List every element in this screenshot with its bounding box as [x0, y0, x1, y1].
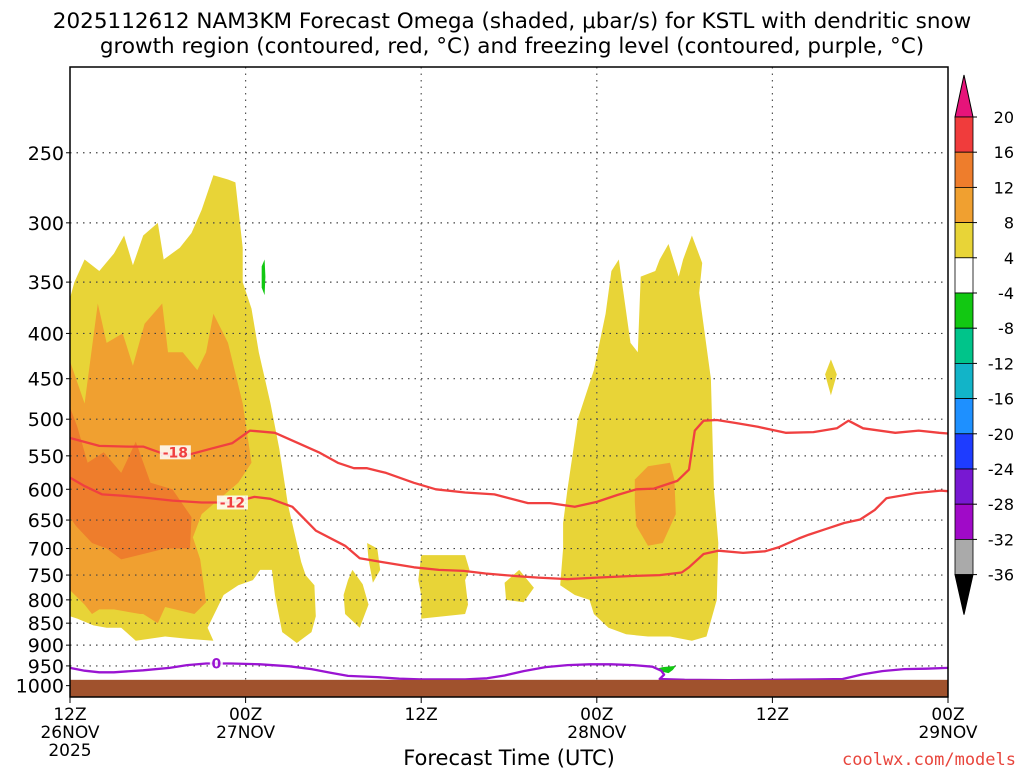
colorbar-label: 20	[994, 108, 1014, 127]
isotherm-label--18: -18	[163, 445, 188, 461]
date-label: 26NOV	[40, 723, 99, 743]
colorbar-label: -4	[998, 284, 1014, 303]
date-label: 29NOV	[918, 723, 977, 743]
colorbar-label: -28	[988, 495, 1014, 514]
date-label: 27NOV	[216, 723, 275, 743]
colorbar-band	[954, 222, 974, 259]
time-label: 00Z	[229, 705, 262, 725]
pressure-label-300: 300	[28, 213, 64, 235]
colorbar-band	[954, 186, 974, 223]
colorbar-label: 8	[1004, 214, 1014, 233]
colorbar-band	[954, 398, 974, 435]
colorbar-band	[954, 468, 974, 505]
isotherm-label-bg	[159, 445, 191, 460]
omega-shading-layer	[70, 175, 837, 674]
colorbar-band	[954, 257, 974, 294]
pressure-axis: 2503003504004505005506006507007508008509…	[16, 143, 70, 698]
pressure-label-800: 800	[28, 590, 64, 612]
colorbar-top-arrow	[954, 74, 974, 118]
grid-layer	[70, 67, 948, 697]
pressure-label-650: 650	[28, 510, 64, 532]
pressure-label-850: 850	[28, 613, 64, 635]
isotherm-0	[69, 662, 949, 682]
omega-region-5	[560, 235, 719, 641]
omega-region-8	[70, 407, 192, 560]
pressure-label-550: 550	[28, 446, 64, 468]
omega-region-10	[261, 259, 266, 296]
colorbar-band	[954, 433, 974, 470]
omega-region-6	[825, 359, 837, 396]
colorbar-label: -24	[988, 460, 1014, 479]
pressure-label-950: 950	[28, 656, 64, 678]
colorbar-label: -12	[988, 354, 1014, 373]
pressure-label-700: 700	[28, 539, 64, 561]
pressure-label-450: 450	[28, 369, 64, 391]
colorbar-label: 12	[994, 178, 1014, 197]
colorbar-label: -20	[988, 425, 1014, 444]
pressure-label-400: 400	[28, 323, 64, 345]
time-label: 00Z	[580, 705, 613, 725]
colorbar-band	[954, 503, 974, 540]
omega-region-1	[343, 569, 369, 628]
x-axis-label: Forecast Time (UTC)	[403, 746, 615, 768]
isotherm--18	[69, 418, 949, 508]
date-label: 28NOV	[567, 723, 626, 743]
omega-region-9	[634, 462, 676, 546]
isotherm-label--12: -12	[220, 496, 245, 512]
omega-region-4	[504, 569, 534, 603]
pressure-label-600: 600	[28, 479, 64, 501]
pressure-label-750: 750	[28, 565, 64, 587]
colorbar-bottom-arrow	[954, 574, 974, 615]
time-label: 12Z	[53, 705, 86, 725]
pressure-label-350: 350	[28, 272, 64, 294]
contour-layer: -18 -12 0	[69, 418, 949, 682]
time-label: 12Z	[405, 705, 438, 725]
isotherm-label-bg	[216, 495, 248, 510]
colorbar-label: -32	[988, 530, 1014, 549]
pressure-label-250: 250	[28, 143, 64, 165]
colorbar-band	[954, 539, 974, 576]
chart-title-line1: 2025112612 NAM3KM Forecast Omega (shaded…	[53, 9, 971, 34]
isotherm-label-bg	[209, 656, 223, 671]
colorbar: 20 16 12 8 4 -4 -8 -12 -16 -20 -24 -28 -32 -36	[954, 74, 1014, 615]
time-label: 00Z	[931, 705, 964, 725]
year-label: 2025	[48, 741, 91, 761]
colorbar-band	[954, 116, 974, 153]
omega-region-2	[367, 543, 381, 583]
colorbar-label: 4	[1004, 249, 1014, 268]
colorbar-label: -8	[998, 319, 1014, 338]
chart-title-line2: growth region (contoured, red, °C) and f…	[100, 34, 924, 59]
pressure-label-1000: 1000	[16, 676, 64, 698]
colorbar-label: -16	[988, 390, 1014, 409]
colorbar-label: -36	[988, 566, 1014, 585]
omega-region-3	[418, 555, 470, 619]
pressure-label-500: 500	[28, 409, 64, 431]
colorbar-band	[954, 327, 974, 364]
pressure-label-900: 900	[28, 635, 64, 657]
ground-band	[70, 679, 948, 697]
time-label: 12Z	[756, 705, 789, 725]
credit-text: coolwx.com/models	[842, 750, 1016, 768]
colorbar-band	[954, 151, 974, 188]
plot-frame	[69, 66, 949, 698]
colorbar-label: 16	[994, 143, 1014, 162]
colorbar-band	[954, 292, 974, 329]
colorbar-band	[954, 362, 974, 399]
isotherm-label-0: 0	[211, 656, 221, 672]
